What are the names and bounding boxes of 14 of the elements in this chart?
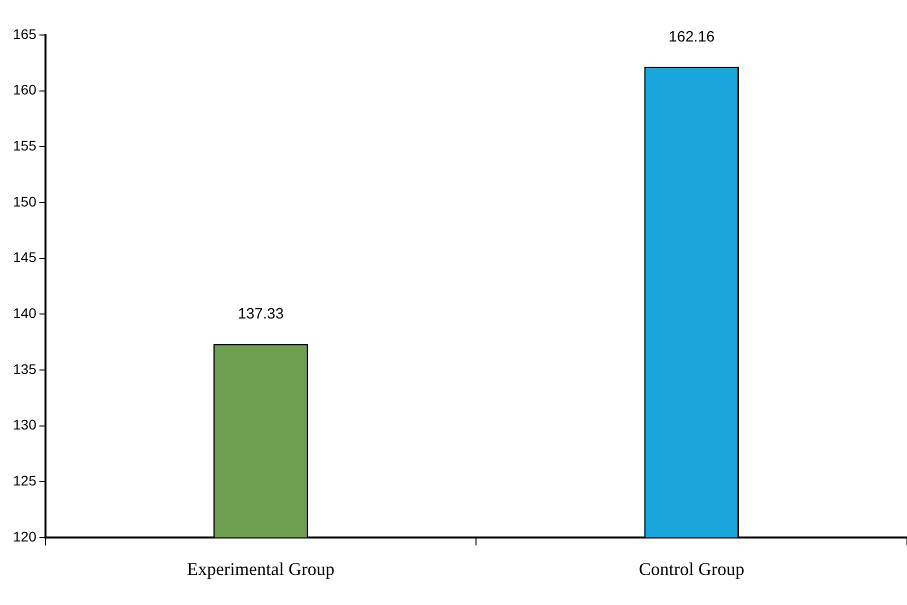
x-tick-label: Control Group <box>638 558 744 579</box>
y-tick-label: 140 <box>13 304 37 321</box>
y-tick-label: 150 <box>13 193 37 210</box>
y-tick-label: 120 <box>13 528 37 544</box>
y-tick-label: 160 <box>13 82 37 98</box>
y-tick-label: 125 <box>13 472 37 488</box>
y-tick-label: 130 <box>13 416 37 433</box>
x-tick-label: Experimental Group <box>187 558 335 579</box>
y-tick-label: 155 <box>13 138 37 154</box>
data-label: 162.16 <box>668 28 715 46</box>
y-tick-label: 165 <box>13 26 37 42</box>
y-tick-label: 135 <box>13 360 37 377</box>
y-tick-label: 145 <box>13 249 37 266</box>
data-label: 137.33 <box>238 306 284 323</box>
